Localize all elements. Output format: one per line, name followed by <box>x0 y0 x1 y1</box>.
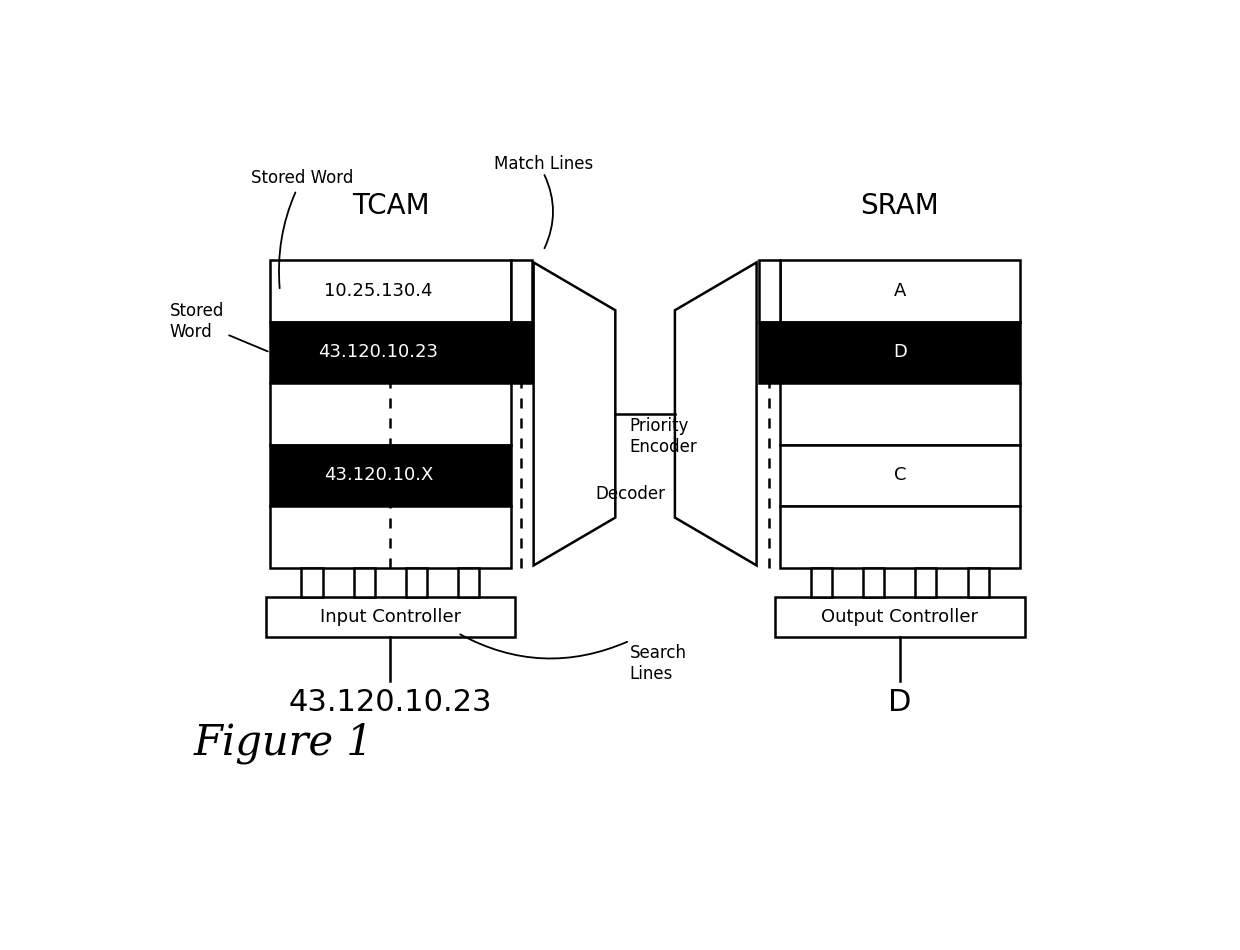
Text: D: D <box>888 688 911 717</box>
Bar <box>780 445 1019 506</box>
Bar <box>459 567 480 597</box>
Bar <box>780 506 1019 567</box>
Bar <box>967 567 988 597</box>
Text: 43.120.10.23: 43.120.10.23 <box>289 688 492 717</box>
Text: Search
Lines: Search Lines <box>630 644 687 683</box>
Bar <box>775 597 1024 637</box>
Bar <box>511 260 532 322</box>
Text: Decoder: Decoder <box>595 484 666 503</box>
Text: 43.120.10.23: 43.120.10.23 <box>319 344 439 361</box>
Text: Stored
Word: Stored Word <box>170 302 268 352</box>
Bar <box>270 322 511 383</box>
Text: Stored Word: Stored Word <box>250 169 353 288</box>
Bar <box>915 567 936 597</box>
Text: Input Controller: Input Controller <box>320 608 461 626</box>
Text: 10.25.130.4: 10.25.130.4 <box>324 282 433 300</box>
Bar <box>353 567 374 597</box>
Bar <box>780 383 1019 445</box>
Bar <box>270 383 511 445</box>
Text: A: A <box>894 282 906 300</box>
Bar <box>780 260 1019 322</box>
Text: 43.120.10.X: 43.120.10.X <box>324 466 433 484</box>
Bar <box>759 322 780 383</box>
Text: Match Lines: Match Lines <box>494 155 593 173</box>
Text: C: C <box>894 466 906 484</box>
Bar <box>405 567 427 597</box>
Text: Output Controller: Output Controller <box>821 608 978 626</box>
Polygon shape <box>533 262 615 565</box>
Bar <box>863 567 884 597</box>
Polygon shape <box>675 262 756 565</box>
Bar <box>270 506 511 567</box>
Text: Figure 1: Figure 1 <box>193 722 373 764</box>
Text: TCAM: TCAM <box>352 192 429 220</box>
Text: D: D <box>893 344 906 361</box>
Bar <box>780 322 1019 383</box>
Bar <box>265 597 516 637</box>
Bar <box>301 567 322 597</box>
Bar <box>759 260 780 322</box>
Bar <box>270 445 511 506</box>
Bar <box>511 322 532 383</box>
Text: Priority
Encoder: Priority Encoder <box>630 417 697 456</box>
Bar <box>811 567 832 597</box>
Text: SRAM: SRAM <box>861 192 939 220</box>
Bar <box>270 260 511 322</box>
